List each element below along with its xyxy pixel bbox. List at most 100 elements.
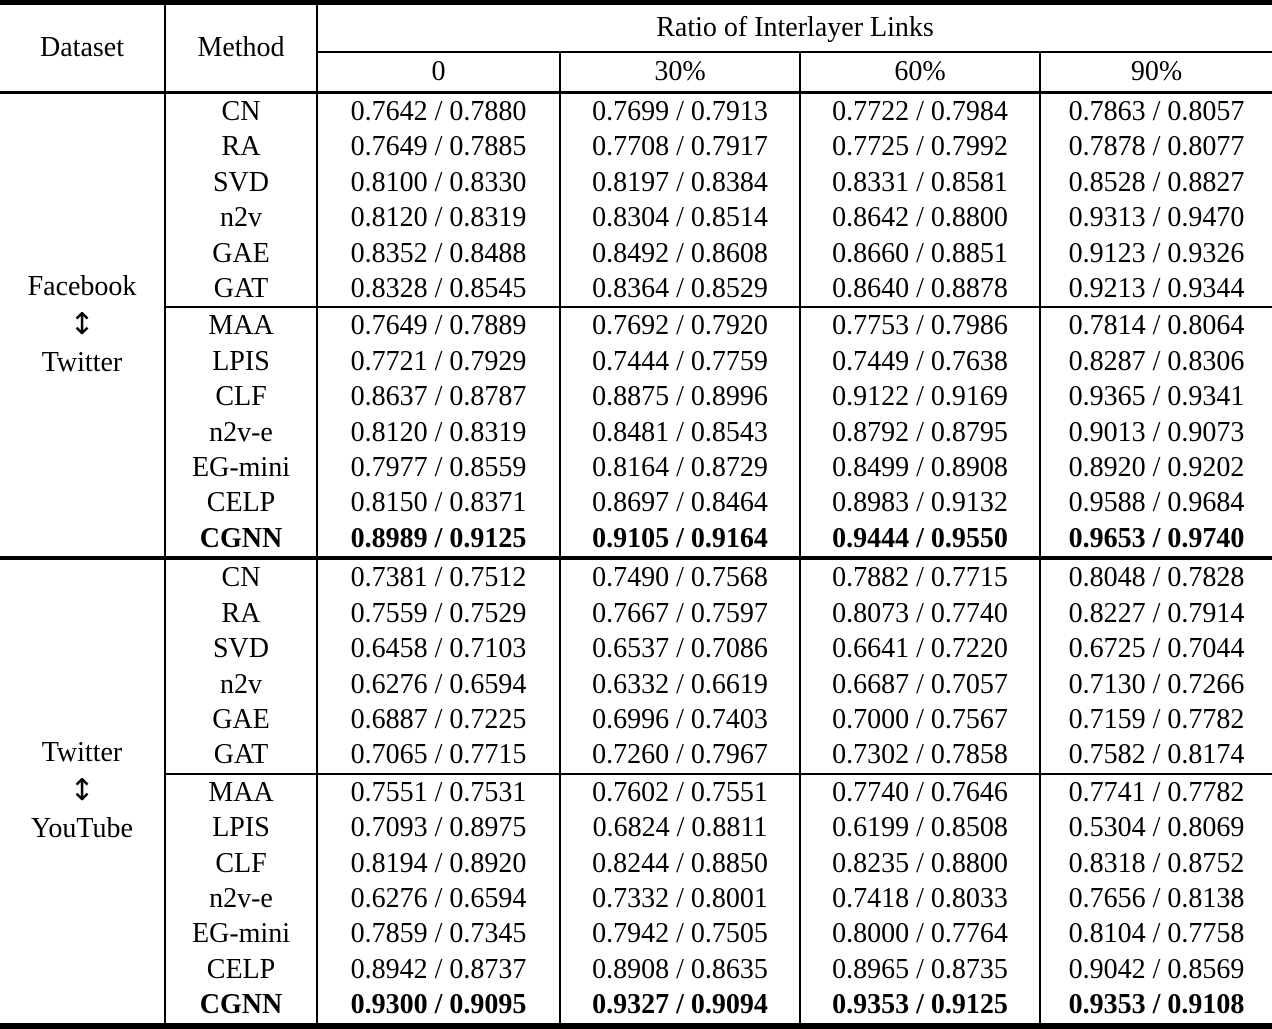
value-cell: 0.8197 / 0.8384 bbox=[560, 164, 801, 201]
value-cell: 0.7882 / 0.7715 bbox=[800, 558, 1041, 596]
value-cell: 0.9588 / 0.9684 bbox=[1068, 487, 1245, 519]
value-cell: 0.6824 / 0.8811 bbox=[560, 810, 801, 846]
value-cell: 0.7721 / 0.7929 bbox=[317, 343, 561, 380]
value-cell: 0.8048 / 0.7828 bbox=[1068, 562, 1245, 594]
value-cell: 0.8328 / 0.8545 bbox=[317, 271, 561, 308]
value-cell: 0.8100 / 0.8330 bbox=[317, 164, 561, 201]
value-cell: 0.7260 / 0.7967 bbox=[560, 737, 801, 774]
value-cell: 0.8792 / 0.8795 bbox=[800, 414, 1041, 451]
method-cell: EG-mini bbox=[164, 450, 318, 486]
method-cell: GAT bbox=[164, 271, 318, 308]
value-cell: 0.8697 / 0.8464 bbox=[560, 485, 801, 521]
method-cell: MAA bbox=[164, 306, 318, 344]
table-row: EG-mini 0.7977 / 0.8559 0.8164 / 0.8729 … bbox=[0, 450, 1272, 486]
table-row: CGNN 0.9300 / 0.9095 0.9327 / 0.9094 0.9… bbox=[0, 987, 1272, 1026]
value-cell: 0.8965 / 0.8735 bbox=[800, 951, 1041, 988]
value-cell: 0.7582 / 0.8174 bbox=[1068, 739, 1245, 771]
method-cell: CELP bbox=[164, 485, 318, 521]
value-cell: 0.7863 / 0.8057 bbox=[1068, 96, 1245, 127]
ratio-header-60: 60% bbox=[799, 52, 1040, 93]
table-row: EG-mini 0.7859 / 0.7345 0.7942 / 0.7505 … bbox=[0, 916, 1272, 952]
table-row: MAA 0.7649 / 0.7889 0.7692 / 0.7920 0.77… bbox=[0, 306, 1272, 344]
value-cell: 0.8481 / 0.8543 bbox=[560, 414, 801, 451]
table-row: RA 0.7559 / 0.7529 0.7667 / 0.7597 0.807… bbox=[0, 595, 1272, 632]
method-cell: CGNN bbox=[164, 987, 318, 1026]
value-cell: 0.7649 / 0.7889 bbox=[317, 306, 561, 344]
method-cell: GAE bbox=[164, 235, 318, 272]
value-cell: 0.8287 / 0.8306 bbox=[1068, 345, 1245, 377]
value-cell: 0.6887 / 0.7225 bbox=[317, 701, 561, 738]
dataset-name: Twitter bbox=[41, 347, 123, 379]
table-row: RA 0.7649 / 0.7885 0.7708 / 0.7917 0.772… bbox=[0, 129, 1272, 165]
table-row: CLF 0.8194 / 0.8920 0.8244 / 0.8850 0.82… bbox=[0, 845, 1272, 881]
value-cell: 0.7741 / 0.7782 bbox=[1040, 772, 1272, 811]
value-cell: 0.9353 / 0.9125 bbox=[800, 987, 1041, 1026]
value-cell: 0.9353 / 0.9108 bbox=[1068, 989, 1245, 1021]
value-cell: 0.8989 / 0.9125 bbox=[317, 520, 561, 559]
value-cell: 0.7490 / 0.7568 bbox=[560, 558, 801, 596]
value-cell: 0.9122 / 0.9169 bbox=[800, 379, 1041, 415]
method-cell: RA bbox=[164, 129, 318, 165]
table-row: CLF 0.8637 / 0.8787 0.8875 / 0.8996 0.91… bbox=[0, 379, 1272, 415]
value-cell: 0.7878 / 0.8077 bbox=[1068, 131, 1245, 163]
value-cell: 0.6725 / 0.7044 bbox=[1068, 633, 1245, 665]
method-cell: CLF bbox=[164, 379, 318, 415]
table-row: GAT 0.8328 / 0.8545 0.8364 / 0.8529 0.86… bbox=[0, 271, 1272, 308]
value-cell: 0.7159 / 0.7782 bbox=[1068, 703, 1245, 735]
value-cell: 0.7381 / 0.7512 bbox=[317, 558, 561, 596]
value-cell: 0.8227 / 0.7914 bbox=[1068, 597, 1245, 629]
value-cell: 0.8492 / 0.8608 bbox=[560, 235, 801, 272]
value-cell: 0.8637 / 0.8787 bbox=[317, 379, 561, 415]
value-cell: 0.6458 / 0.7103 bbox=[317, 631, 561, 667]
value-cell: 0.5304 / 0.8069 bbox=[1068, 812, 1245, 844]
value-cell: 0.7130 / 0.7266 bbox=[1068, 668, 1245, 700]
dataset-cell: Twitter ↕ YouTube bbox=[0, 558, 165, 1025]
table-row: n2v 0.6276 / 0.6594 0.6332 / 0.6619 0.66… bbox=[0, 666, 1272, 702]
value-cell: 0.7559 / 0.7529 bbox=[317, 595, 561, 632]
value-cell: 0.8499 / 0.8908 bbox=[800, 450, 1041, 486]
dataset-column-header: Dataset bbox=[0, 2, 166, 93]
value-cell: 0.9300 / 0.9095 bbox=[317, 987, 561, 1026]
method-cell: CN bbox=[164, 92, 318, 130]
value-cell: 0.7418 / 0.8033 bbox=[800, 880, 1041, 917]
method-cell: MAA bbox=[164, 772, 318, 811]
value-cell: 0.6996 / 0.7403 bbox=[560, 701, 801, 738]
value-cell: 0.8104 / 0.7758 bbox=[1068, 918, 1245, 950]
value-cell: 0.6276 / 0.6594 bbox=[317, 880, 561, 917]
value-cell: 0.7093 / 0.8975 bbox=[317, 810, 561, 846]
value-cell: 0.8304 / 0.8514 bbox=[560, 200, 801, 236]
value-cell: 0.7859 / 0.7345 bbox=[317, 916, 561, 952]
value-cell: 0.7065 / 0.7715 bbox=[317, 737, 561, 774]
value-cell: 0.7814 / 0.8064 bbox=[1040, 306, 1272, 344]
table-row: GAT 0.7065 / 0.7715 0.7260 / 0.7967 0.73… bbox=[0, 737, 1272, 774]
table-row: CELP 0.8150 / 0.8371 0.8697 / 0.8464 0.8… bbox=[0, 485, 1272, 521]
ratio-header-30: 30% bbox=[559, 52, 800, 93]
method-cell: n2v-e bbox=[164, 880, 318, 917]
value-cell: 0.8875 / 0.8996 bbox=[560, 379, 801, 415]
ratio-header-90: 90% bbox=[1038, 52, 1272, 93]
value-cell: 0.7753 / 0.7986 bbox=[800, 306, 1041, 344]
value-cell: 0.8983 / 0.9132 bbox=[800, 485, 1041, 521]
value-cell: 0.9105 / 0.9164 bbox=[560, 520, 801, 559]
table-row: GAE 0.6887 / 0.7225 0.6996 / 0.7403 0.70… bbox=[0, 701, 1272, 738]
dataset-block-twitter-youtube: Twitter ↕ YouTube CN 0.7381 / 0.7512 0.749… bbox=[0, 558, 1272, 1026]
value-cell: 0.8942 / 0.8737 bbox=[317, 951, 561, 988]
value-cell: 0.7977 / 0.8559 bbox=[317, 450, 561, 486]
value-cell: 0.7692 / 0.7920 bbox=[560, 306, 801, 344]
table-row: LPIS 0.7721 / 0.7929 0.7444 / 0.7759 0.7… bbox=[0, 343, 1272, 380]
dataset-name: Twitter bbox=[41, 737, 123, 769]
value-cell: 0.7444 / 0.7759 bbox=[560, 343, 801, 380]
value-cell: 0.7332 / 0.8001 bbox=[560, 880, 801, 917]
table-header: Dataset Method Ratio of Interlayer Links… bbox=[0, 2, 1272, 93]
method-cell: CN bbox=[164, 558, 318, 596]
header-row-ratios: 0 30% 60% 90% bbox=[0, 52, 1272, 93]
value-cell: 0.6641 / 0.7220 bbox=[800, 631, 1041, 667]
value-cell: 0.7302 / 0.7858 bbox=[800, 737, 1041, 774]
method-cell: CLF bbox=[164, 845, 318, 881]
table-row: n2v 0.8120 / 0.8319 0.8304 / 0.8514 0.86… bbox=[0, 200, 1272, 236]
dataset-block-facebook-twitter: Facebook ↕ Twitter CN 0.7642 / 0.7880 0.76… bbox=[0, 92, 1272, 559]
value-cell: 0.7708 / 0.7917 bbox=[560, 129, 801, 165]
ratio-header-0: 0 bbox=[431, 56, 446, 87]
table-row: CGNN 0.8989 / 0.9125 0.9105 / 0.9164 0.9… bbox=[0, 520, 1272, 559]
value-cell: 0.7699 / 0.7913 bbox=[560, 92, 801, 130]
